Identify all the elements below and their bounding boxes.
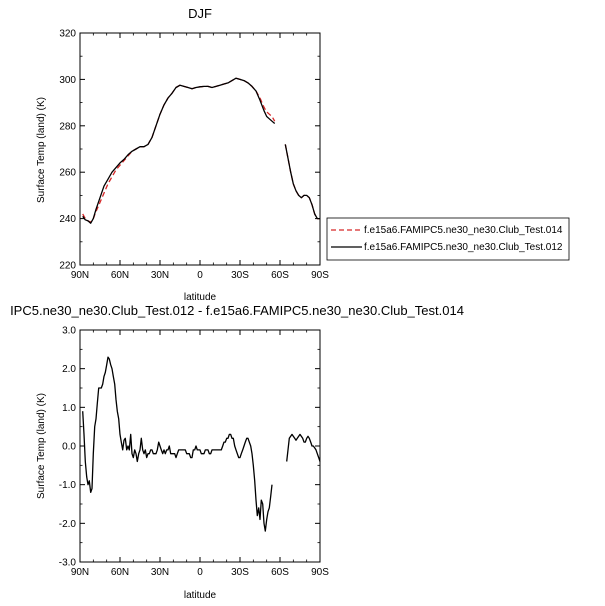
top-series-0-line: [284, 144, 320, 220]
bottom-panel: IPC5.ne30_ne30.Club_Test.012 - f.e15a6.F…: [10, 303, 464, 601]
top-x-tick-label: 0: [197, 270, 203, 281]
top-y-tick-label: 220: [59, 261, 76, 272]
top-x-tick-label: 90S: [311, 270, 329, 281]
bottom-x-tick-label: 60S: [271, 567, 289, 578]
bottom-y-tick-label: -3.0: [59, 558, 77, 569]
bottom-x-tick-label: 30S: [231, 567, 249, 578]
top-y-tick-label: 240: [59, 214, 76, 225]
top-ticks: 90N 60N 30N 0 30S 60S 90S 220 240 260 280 300 320: [59, 29, 329, 282]
top-panel: DJF 90N 60N 30N 0 30S 60S 90S 220 240 260 280 300 32…: [36, 6, 570, 303]
top-plot-frame: [79, 32, 321, 266]
bottom-y-tick-label: -2.0: [59, 519, 77, 530]
legend-box: [326, 217, 570, 261]
top-x-axis-label: latitude: [184, 292, 217, 303]
top-x-tick-label: 60S: [271, 270, 289, 281]
bottom-x-tick-label: 90N: [71, 567, 89, 578]
top-x-tick-label: 30N: [151, 270, 169, 281]
bottom-x-axis-label: latitude: [184, 590, 217, 601]
bottom-y-tick-label: -1.0: [59, 480, 77, 491]
top-y-axis-label: Surface Temp (land) (K): [36, 97, 47, 203]
legend: f.e15a6.FAMIPC5.ne30_ne30.Club_Test.014 …: [326, 217, 570, 261]
top-series-1-line: [82, 77, 276, 224]
bottom-chart-title: IPC5.ne30_ne30.Club_Test.012 - f.e15a6.F…: [10, 303, 464, 318]
bottom-y-axis-label: Surface Temp (land) (K): [36, 393, 47, 499]
bottom-y-tick-label: 1.0: [62, 403, 76, 414]
top-series-1-line: [284, 144, 320, 220]
top-y-tick-label: 300: [59, 75, 76, 86]
top-y-tick-label: 320: [59, 29, 76, 40]
bottom-series-0-line: [286, 433, 321, 462]
legend-label-012: f.e15a6.FAMIPC5.ne30_ne30.Club_Test.012: [364, 242, 563, 253]
top-x-tick-label: 60N: [111, 270, 129, 281]
legend-label-014: f.e15a6.FAMIPC5.ne30_ne30.Club_Test.014: [364, 225, 563, 236]
bottom-series-group: [82, 356, 321, 532]
top-series-group: [82, 77, 320, 224]
bottom-x-tick-label: 30N: [151, 567, 169, 578]
top-y-tick-label: 260: [59, 168, 76, 179]
bottom-x-tick-label: 60N: [111, 567, 129, 578]
bottom-plot-frame: [79, 329, 321, 563]
top-x-tick-label: 90N: [71, 270, 89, 281]
top-y-tick-label: 280: [59, 121, 76, 132]
bottom-x-tick-label: 90S: [311, 567, 329, 578]
top-chart-title: DJF: [188, 6, 212, 21]
bottom-y-tick-label: 3.0: [62, 326, 76, 337]
top-x-tick-label: 30S: [231, 270, 249, 281]
bottom-y-tick-label: 2.0: [62, 364, 76, 375]
bottom-x-tick-label: 0: [197, 567, 203, 578]
bottom-y-tick-label: 0.0: [62, 442, 76, 453]
bottom-series-0-line: [82, 356, 273, 532]
top-series-0-line: [82, 77, 276, 223]
bottom-ticks: 90N 60N 30N 0 30S 60S 90S -3.0 -2.0 -1.0 0.0 1.0 2.0…: [59, 326, 329, 579]
